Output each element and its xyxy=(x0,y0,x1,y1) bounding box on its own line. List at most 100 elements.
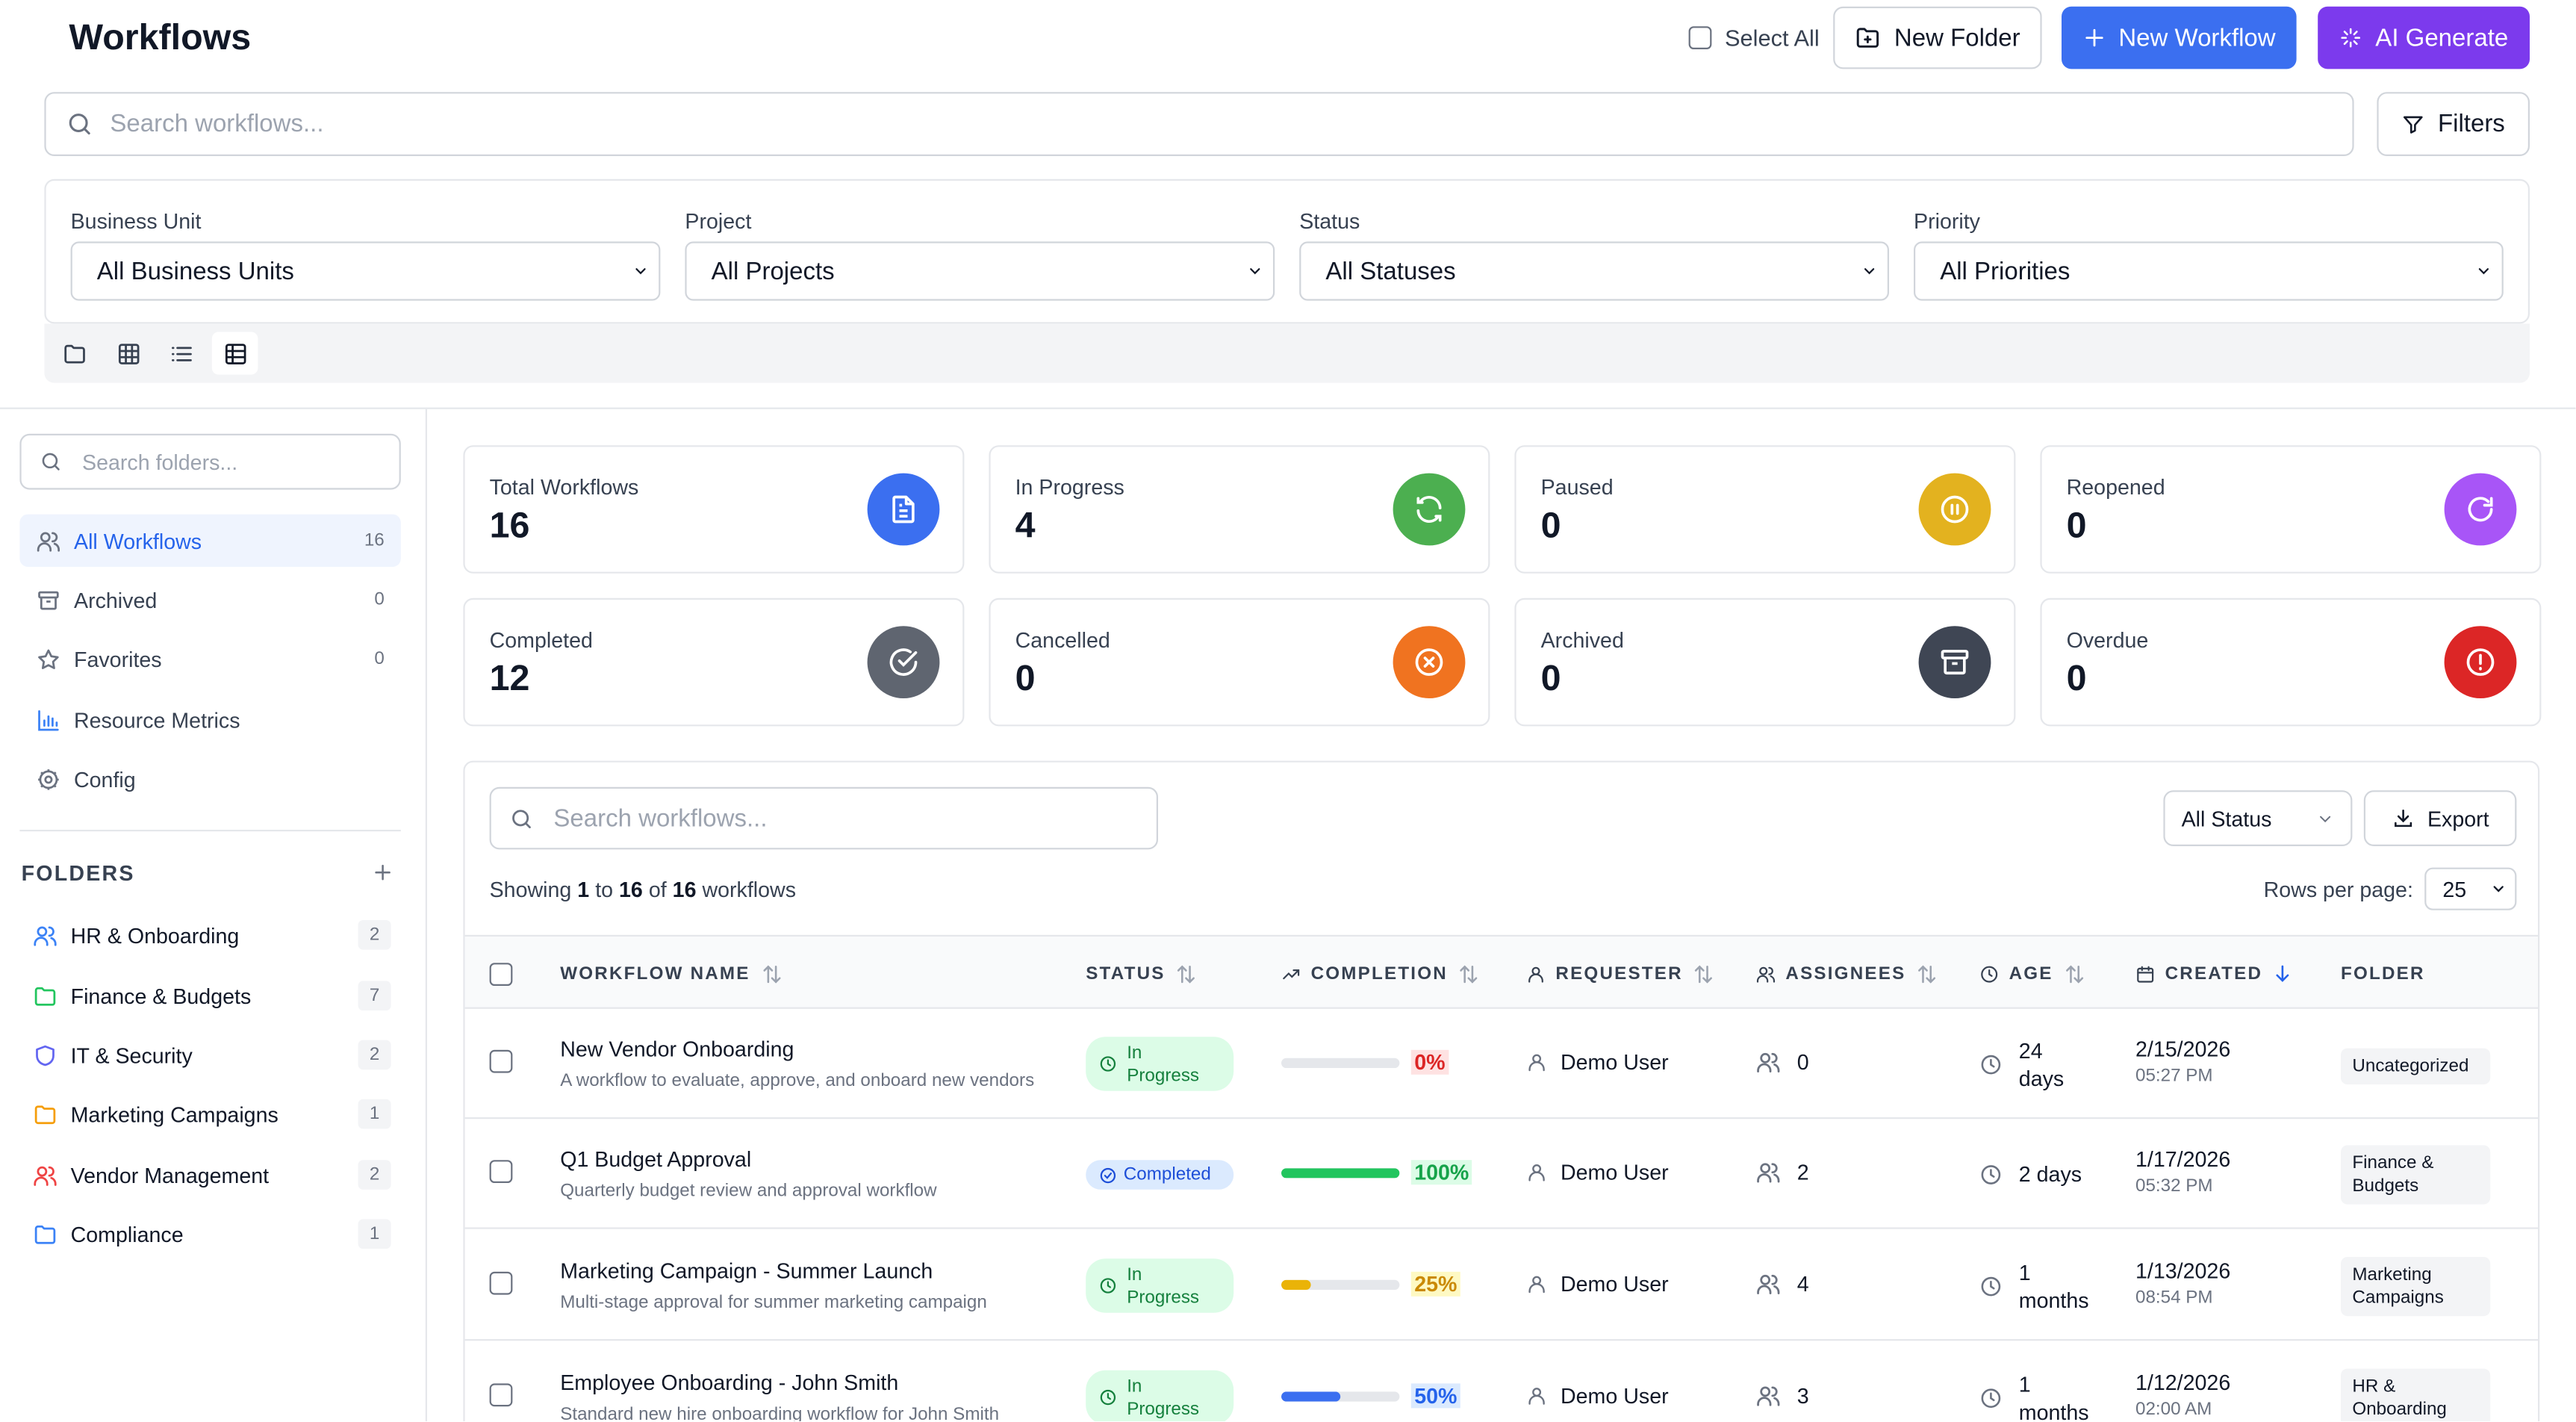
column-header-workflow-name[interactable]: WORKFLOW NAME xyxy=(560,937,783,1010)
row-checkbox[interactable] xyxy=(489,1049,513,1078)
table-row[interactable]: New Vendor Onboarding A workflow to eval… xyxy=(464,1009,2539,1120)
sidebar-item-count: 0 xyxy=(374,589,385,610)
table-row[interactable]: Marketing Campaign - Summer Launch Multi… xyxy=(464,1231,2539,1341)
column-header-completion[interactable]: COMPLETION xyxy=(1281,937,1481,1010)
clock-icon xyxy=(1981,1388,2001,1409)
filters-button[interactable]: Filters xyxy=(2377,92,2530,156)
checkbox-icon[interactable] xyxy=(489,1271,513,1295)
stat-value: 4 xyxy=(1015,504,1036,546)
sidebar-item-all-workflows[interactable]: All Workflows 16 xyxy=(19,514,401,567)
sidebar-item-archived[interactable]: Archived 0 xyxy=(19,574,400,626)
sidebar-item-resource-metrics[interactable]: Resource Metrics xyxy=(19,693,400,745)
column-header-assignees[interactable]: ASSIGNEES xyxy=(1756,937,1939,1010)
workflow-name[interactable]: New Vendor Onboarding xyxy=(560,1037,794,1062)
folder-item-compliance[interactable]: Compliance 1 xyxy=(33,1214,391,1254)
grid-icon xyxy=(117,343,139,364)
stat-card-total-workflows[interactable]: Total Workflows 16 xyxy=(463,445,965,574)
stat-card-paused[interactable]: Paused 0 xyxy=(1514,445,2016,574)
created-date: 1/17/2026 05:32 PM xyxy=(2135,1146,2231,1196)
search-input[interactable]: Search workflows... xyxy=(44,92,2354,156)
column-header-age[interactable]: AGE xyxy=(1979,937,2086,1010)
table-search-input[interactable]: Search workflows... xyxy=(489,786,1158,850)
stat-card-completed[interactable]: Completed 12 xyxy=(463,597,965,727)
completion-bar xyxy=(1281,1168,1400,1179)
search-placeholder: Search workflows... xyxy=(110,110,324,138)
new-workflow-button[interactable]: New Workflow xyxy=(2062,6,2297,69)
assignees: 4 xyxy=(1756,1272,1809,1297)
column-header-folder[interactable]: FOLDER xyxy=(2341,963,2425,984)
grid-view-button[interactable] xyxy=(105,332,152,374)
folder-tag: Marketing Campaigns xyxy=(2341,1257,2491,1317)
column-header-status[interactable]: STATUS xyxy=(1086,937,1198,1010)
folder-item-marketing-campaigns[interactable]: Marketing Campaigns 1 xyxy=(33,1094,391,1134)
sort-icon xyxy=(1460,964,1478,983)
business-unit-select[interactable]: All Business Units xyxy=(70,241,661,301)
trending-up-icon xyxy=(1283,968,1300,979)
completion-bar xyxy=(1281,1058,1400,1068)
stat-card-cancelled[interactable]: Cancelled 0 xyxy=(989,597,1490,727)
project-select[interactable]: All Projects xyxy=(685,241,1275,301)
folder-search-input[interactable]: Search folders... xyxy=(19,433,401,490)
folder-view-button[interactable] xyxy=(51,332,97,374)
archive-icon xyxy=(38,590,59,609)
workflow-name[interactable]: Q1 Budget Approval xyxy=(560,1146,752,1172)
stat-label: Cancelled xyxy=(1015,627,1110,653)
checkbox-icon[interactable] xyxy=(489,962,513,985)
row-checkbox[interactable] xyxy=(489,1271,513,1300)
folder-item-hr-onboarding[interactable]: HR & Onboarding 2 xyxy=(33,915,391,954)
stat-card-archived[interactable]: Archived 0 xyxy=(1514,597,2016,727)
sidebar-item-label: All Workflows xyxy=(74,528,202,553)
checkbox-icon[interactable] xyxy=(489,1383,513,1407)
rows-per-page-select[interactable]: 25 xyxy=(2424,867,2517,910)
stat-label: Total Workflows xyxy=(489,474,639,500)
project-value: All Projects xyxy=(711,257,835,285)
table-view-button[interactable] xyxy=(211,332,258,375)
folder-item-finance-budgets[interactable]: Finance & Budgets 7 xyxy=(33,976,391,1016)
column-header-created[interactable]: CREATED xyxy=(2135,937,2294,1010)
clock-icon xyxy=(1100,1056,1116,1072)
new-folder-button[interactable]: New Folder xyxy=(1833,6,2042,69)
sidebar-item-config[interactable]: Config xyxy=(19,753,400,805)
stat-label: Archived xyxy=(1540,627,1624,653)
column-header-requester[interactable]: REQUESTER xyxy=(1526,937,1716,1010)
status-select[interactable]: All Statuses xyxy=(1299,241,1889,301)
stat-label: Reopened xyxy=(2066,474,2165,500)
select-all-checkbox[interactable]: Select All xyxy=(1688,23,1820,53)
checkbox-icon[interactable] xyxy=(489,1049,513,1073)
stat-card-reopened[interactable]: Reopened 0 xyxy=(2040,445,2542,574)
priority-select[interactable]: All Priorities xyxy=(1914,241,2504,301)
stat-label: Paused xyxy=(1540,474,1614,500)
new-folder-label: New Folder xyxy=(1894,23,2020,52)
workflow-name[interactable]: Marketing Campaign - Summer Launch xyxy=(560,1258,933,1284)
status-filter-value: All Status xyxy=(2181,806,2272,831)
folder-icon xyxy=(34,1224,56,1244)
clock-icon xyxy=(1100,1389,1116,1406)
stat-card-overdue[interactable]: Overdue 0 xyxy=(2040,597,2542,727)
folder-item-vendor-management[interactable]: Vendor Management 2 xyxy=(33,1155,391,1195)
select-all-rows-checkbox[interactable] xyxy=(489,937,513,1010)
row-checkbox[interactable] xyxy=(489,1383,513,1411)
folder-item-it-security[interactable]: IT & Security 2 xyxy=(33,1035,391,1075)
table-row[interactable]: Q1 Budget Approval Quarterly budget revi… xyxy=(464,1119,2539,1229)
user-icon xyxy=(1528,1276,1545,1294)
folder-count: 2 xyxy=(358,1040,391,1070)
completion-percent: 0% xyxy=(1410,1049,1449,1075)
status-badge: In Progress xyxy=(1086,1037,1234,1091)
table-row[interactable]: Employee Onboarding - John Smith Standar… xyxy=(465,1342,2538,1421)
assignees: 3 xyxy=(1756,1383,1809,1408)
assignees: 2 xyxy=(1756,1160,1809,1185)
checkbox-icon[interactable] xyxy=(1688,26,1712,49)
list-view-button[interactable] xyxy=(158,332,204,374)
stat-card-in-progress[interactable]: In Progress 4 xyxy=(989,445,1490,574)
add-folder-button[interactable] xyxy=(371,861,394,884)
status-text: Completed xyxy=(1123,1164,1211,1185)
status-filter-dropdown[interactable]: All Status xyxy=(2163,790,2353,846)
checkbox-icon[interactable] xyxy=(489,1160,513,1183)
table-header: WORKFLOW NAME STATUS COMPLETION REQUESTE… xyxy=(464,934,2539,1010)
workflow-name[interactable]: Employee Onboarding - John Smith xyxy=(560,1370,899,1395)
row-checkbox[interactable] xyxy=(489,1160,513,1187)
age: 1 months xyxy=(1979,1258,2089,1314)
sidebar-item-favorites[interactable]: Favorites 0 xyxy=(19,633,400,685)
export-button[interactable]: Export xyxy=(2363,790,2517,846)
ai-generate-button[interactable]: AI Generate xyxy=(2318,6,2530,69)
